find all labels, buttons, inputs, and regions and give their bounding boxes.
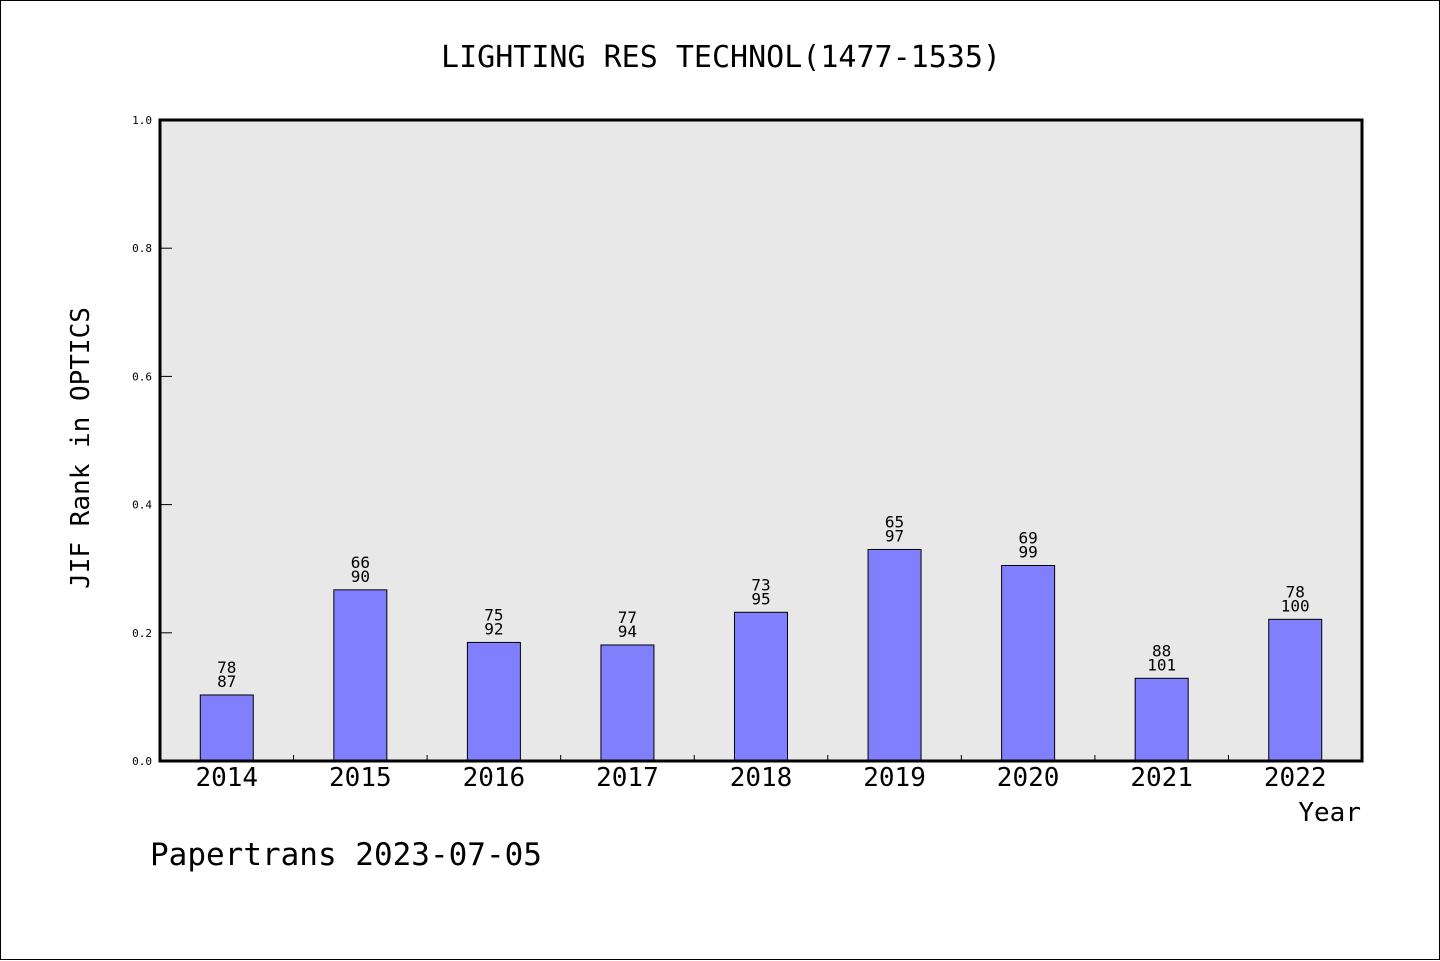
y-tick-label: 1.0 bbox=[132, 114, 152, 127]
bar bbox=[867, 548, 922, 762]
bar bbox=[466, 641, 521, 762]
bar-rank-label: 77 bbox=[618, 608, 637, 627]
x-tick-label: 2016 bbox=[463, 763, 526, 793]
bar bbox=[1268, 618, 1323, 762]
footer-watermark: Papertrans 2023-07-05 bbox=[150, 837, 542, 873]
bar-rank-label: 65 bbox=[885, 512, 904, 531]
bar-total-label: 92 bbox=[484, 619, 503, 638]
bar-rank-label: 73 bbox=[751, 575, 770, 594]
plot-border bbox=[158, 118, 1364, 763]
x-tick-label: 2015 bbox=[329, 763, 392, 793]
bar-total-label: 95 bbox=[751, 589, 770, 608]
x-axis-title: Year bbox=[1298, 798, 1361, 828]
x-tick-label: 2019 bbox=[863, 763, 926, 793]
bar-rank-label: 88 bbox=[1152, 641, 1171, 660]
bar-total-label: 100 bbox=[1281, 596, 1310, 615]
bar-total-label: 90 bbox=[351, 567, 370, 586]
y-tick-label: 0.0 bbox=[132, 755, 152, 768]
bar-total-label: 97 bbox=[885, 526, 904, 545]
y-tick-label: 0.4 bbox=[132, 499, 152, 512]
x-tick-label: 2018 bbox=[730, 763, 793, 793]
y-tick-label: 0.8 bbox=[132, 242, 152, 255]
bar bbox=[1001, 564, 1056, 762]
bar-total-label: 94 bbox=[618, 622, 637, 641]
x-tick-label: 2022 bbox=[1264, 763, 1327, 793]
x-tick-label: 2020 bbox=[997, 763, 1060, 793]
bar-rank-label: 69 bbox=[1018, 528, 1037, 547]
bar-rank-label: 78 bbox=[217, 658, 236, 677]
x-axis: 2014 2015 2016 2017 2018 2019 2020 2021 2022 bbox=[195, 755, 1327, 793]
bar-total-label: 101 bbox=[1147, 655, 1176, 674]
bar-rank-label: 75 bbox=[484, 605, 503, 624]
y-tick-label: 0.6 bbox=[132, 370, 152, 383]
y-tick-label: 0.2 bbox=[132, 627, 152, 640]
y-axis: 0.0 0.2 0.4 0.6 0.8 1.0 bbox=[132, 114, 172, 768]
x-tick-label: 2014 bbox=[195, 763, 258, 793]
bar-rank-label: 66 bbox=[351, 553, 370, 572]
bar-total-label: 87 bbox=[217, 672, 236, 691]
bar-rank-label: 78 bbox=[1286, 582, 1305, 601]
bar bbox=[199, 694, 254, 762]
bar bbox=[1134, 677, 1189, 762]
chart-title: LIGHTING RES TECHNOL(1477-1535) bbox=[441, 40, 1001, 75]
bar bbox=[734, 611, 788, 762]
bar-total-label: 99 bbox=[1018, 542, 1037, 561]
y-axis-title: JIF Rank in OPTICS bbox=[66, 307, 96, 589]
x-tick-label: 2017 bbox=[596, 763, 659, 793]
bar bbox=[600, 644, 655, 762]
x-tick-label: 2021 bbox=[1130, 763, 1193, 793]
bar bbox=[333, 589, 388, 762]
